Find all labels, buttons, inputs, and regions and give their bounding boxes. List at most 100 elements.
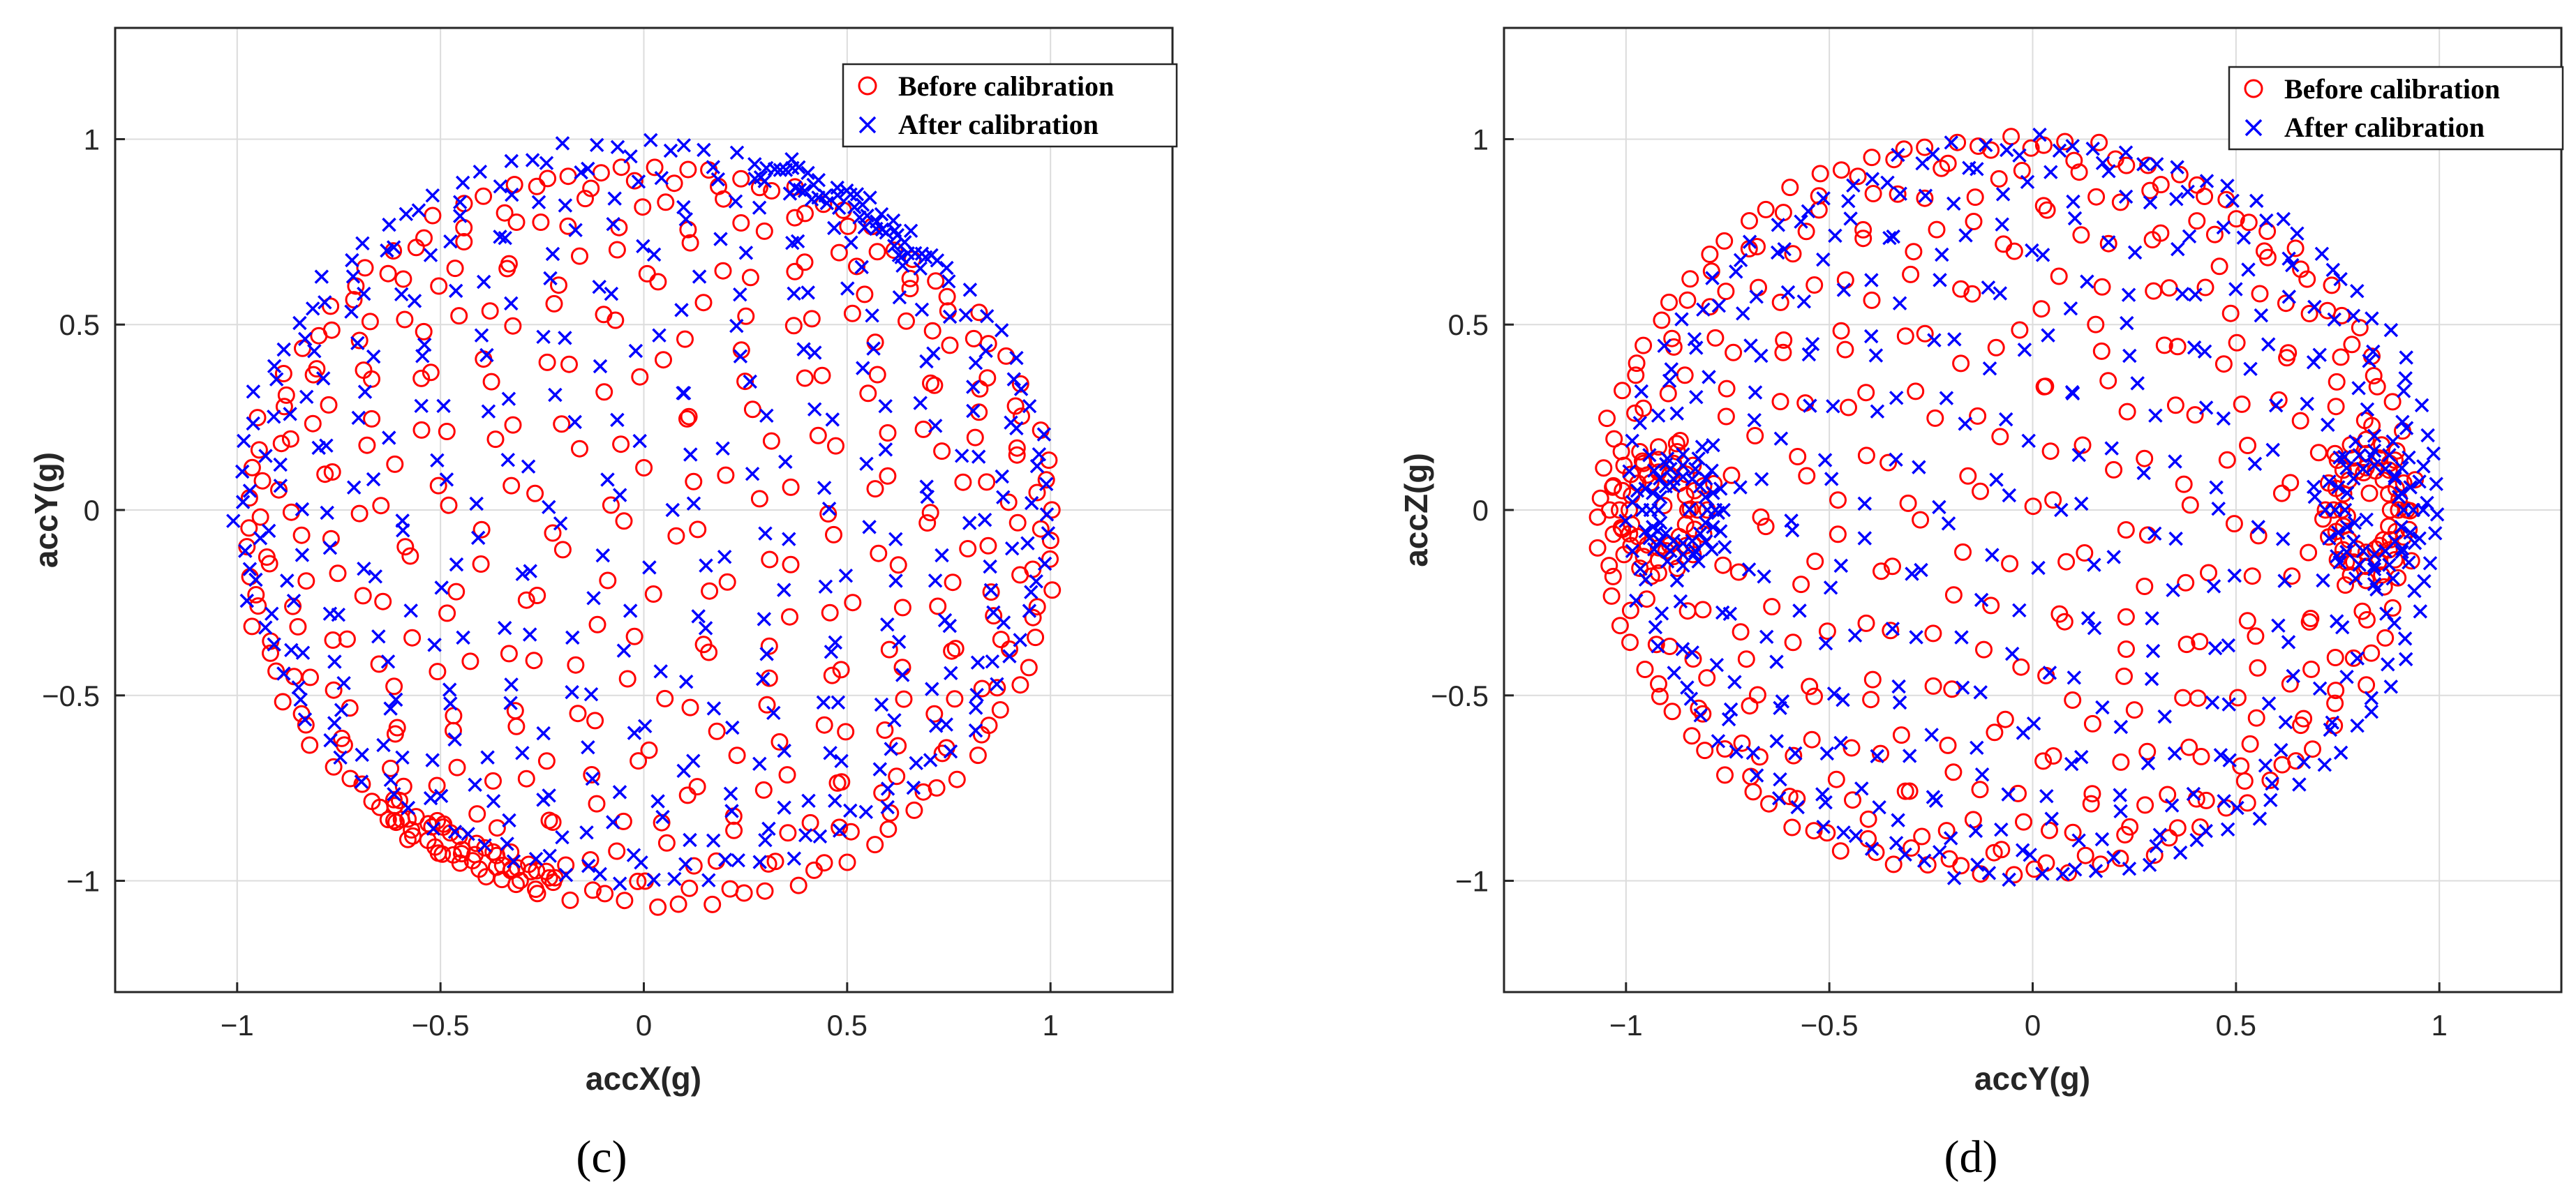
point-before-calibration	[893, 599, 911, 617]
point-after-calibration	[1962, 160, 1976, 175]
point-before-calibration	[2272, 484, 2291, 502]
point-after-calibration	[2209, 480, 2224, 495]
point-before-calibration	[1695, 525, 1713, 543]
point-after-calibration	[801, 285, 815, 300]
point-before-calibration	[1862, 691, 1880, 709]
point-before-calibration	[1591, 489, 1609, 507]
point-before-calibration	[688, 778, 706, 796]
point-after-calibration	[777, 743, 791, 758]
point-before-calibration	[1928, 220, 1946, 239]
point-before-calibration	[612, 158, 630, 177]
point-after-calibration	[888, 532, 903, 547]
point-after-calibration	[1759, 629, 1774, 645]
point-after-calibration	[565, 684, 579, 700]
point-after-calibration	[1889, 452, 1903, 467]
point-before-calibration	[502, 477, 521, 495]
point-after-calibration	[1654, 606, 1669, 621]
point-before-calibration	[2240, 213, 2258, 232]
point-after-calibration	[323, 733, 338, 748]
point-after-calibration	[1847, 628, 1863, 643]
point-after-calibration	[403, 603, 418, 618]
point-before-calibration	[2180, 738, 2198, 756]
point-before-calibration	[412, 421, 431, 439]
point-after-calibration	[476, 274, 491, 290]
point-after-calibration	[1727, 675, 1742, 689]
point-after-calibration	[293, 692, 308, 707]
point-before-calibration	[251, 508, 269, 526]
point-after-calibration	[2355, 543, 2371, 559]
point-before-calibration	[2070, 163, 2088, 181]
point-before-calibration	[1969, 407, 1987, 425]
point-before-calibration	[1635, 454, 1653, 472]
point-after-calibration	[954, 449, 969, 463]
point-before-calibration	[1895, 140, 1913, 158]
point-after-calibration	[2148, 408, 2163, 423]
point-after-calibration	[1676, 458, 1690, 473]
point-after-calibration	[2403, 480, 2418, 495]
point-after-calibration	[2278, 714, 2293, 730]
point-after-calibration	[652, 328, 667, 343]
point-after-calibration	[504, 153, 519, 169]
point-before-calibration	[446, 260, 464, 278]
point-after-calibration	[2063, 301, 2078, 316]
point-after-calibration	[1939, 391, 1954, 405]
point-after-calibration	[1898, 847, 1912, 862]
point-after-calibration	[725, 720, 740, 735]
point-after-calibration	[1892, 695, 1907, 710]
point-after-calibration	[585, 771, 600, 786]
point-before-calibration	[1698, 669, 1716, 687]
panel-label-c: (c)	[576, 1132, 627, 1183]
point-after-calibration	[1041, 526, 1056, 541]
point-before-calibration	[728, 746, 746, 765]
point-after-calibration	[2413, 604, 2428, 619]
point-after-calibration	[1926, 147, 1940, 162]
point-after-calibration	[2420, 495, 2434, 511]
point-before-calibration	[1986, 723, 2004, 742]
point-before-calibration	[2210, 257, 2228, 276]
point-after-calibration	[1653, 516, 1668, 530]
point-after-calibration	[906, 780, 921, 795]
point-after-calibration	[2395, 414, 2410, 430]
point-before-calibration	[1757, 518, 1775, 536]
point-before-calibration	[528, 862, 546, 880]
point-after-calibration	[2021, 433, 2036, 449]
point-after-calibration	[2378, 461, 2393, 477]
point-after-calibration	[859, 456, 874, 472]
point-before-calibration	[1963, 285, 1981, 303]
point-after-calibration	[2339, 520, 2355, 534]
point-after-calibration	[417, 337, 432, 352]
point-before-calibration	[929, 597, 947, 615]
point-after-calibration	[258, 449, 273, 463]
point-after-calibration	[2249, 193, 2264, 209]
point-after-calibration	[2085, 141, 2100, 156]
point-before-calibration	[2362, 644, 2381, 662]
point-before-calibration	[844, 594, 862, 612]
point-before-calibration	[946, 690, 964, 708]
legend-after-marker	[858, 116, 877, 134]
point-after-calibration	[253, 531, 268, 546]
point-before-calibration	[700, 643, 718, 661]
point-before-calibration	[2255, 242, 2273, 260]
point-before-calibration	[1913, 827, 1931, 846]
point-before-calibration	[1859, 810, 1877, 828]
point-before-calibration	[1659, 384, 1677, 403]
point-after-calibration	[442, 682, 457, 697]
point-before-calibration	[2232, 757, 2250, 775]
point-before-calibration	[832, 661, 850, 679]
point-after-calibration	[1721, 712, 1736, 727]
point-after-calibration	[1993, 286, 2008, 301]
point-after-calibration	[2331, 480, 2346, 495]
point-before-calibration	[1899, 494, 1917, 512]
point-before-calibration	[532, 213, 550, 231]
point-before-calibration	[925, 705, 944, 723]
point-before-calibration	[1818, 622, 1836, 640]
point-after-calibration	[878, 398, 893, 414]
point-after-calibration	[2002, 872, 2016, 887]
point-after-calibration	[1638, 481, 1653, 496]
point-before-calibration	[2327, 398, 2345, 416]
point-before-calibration	[358, 436, 376, 454]
x-tick-label: −0.5	[412, 1009, 470, 1042]
point-before-calibration	[374, 592, 392, 610]
point-after-calibration	[502, 813, 516, 828]
point-after-calibration	[1029, 458, 1045, 474]
